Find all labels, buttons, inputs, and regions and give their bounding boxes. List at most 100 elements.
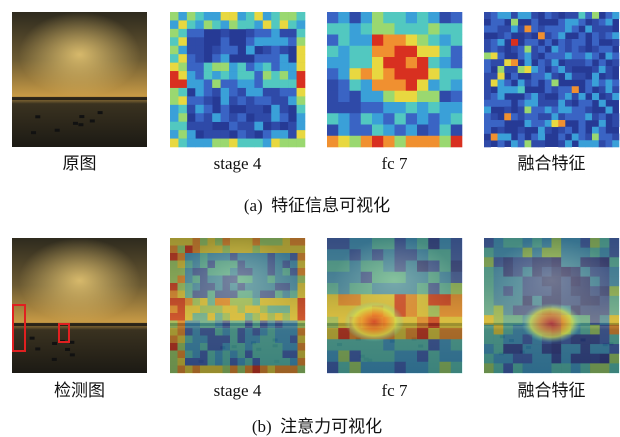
heat-cell <box>229 96 238 105</box>
heat-cell <box>580 363 590 373</box>
heat-cell <box>590 363 600 373</box>
heat-cell <box>579 93 586 100</box>
heat-cell <box>428 35 440 47</box>
heat-cell <box>208 268 216 276</box>
heat-cell <box>417 272 429 284</box>
heat-cell <box>484 113 491 120</box>
heat-cell <box>338 283 350 295</box>
heat-cell <box>361 68 373 80</box>
heat-cell <box>612 93 619 100</box>
heat-cell <box>178 261 186 269</box>
heat-cell <box>590 325 600 335</box>
heat-cell <box>212 12 221 21</box>
heat-cell <box>580 248 590 258</box>
heat-cell <box>532 267 542 277</box>
heat-cell <box>561 277 571 287</box>
heat-cell <box>484 286 494 296</box>
heat-cell <box>170 253 178 261</box>
heat-cell <box>230 336 238 344</box>
heat-cell <box>263 80 272 89</box>
heat-cell <box>545 73 552 80</box>
heat-cell <box>290 283 298 291</box>
heat-cell <box>178 37 187 46</box>
heat-cell <box>580 315 590 325</box>
heat-cell <box>260 313 268 321</box>
heat-cell <box>417 351 429 363</box>
heat-cell <box>170 54 179 63</box>
heat-cell <box>178 246 186 254</box>
heat-cell <box>212 63 221 72</box>
heat-cell <box>178 336 186 344</box>
heat-cell <box>283 276 291 284</box>
heat-cell <box>187 20 196 29</box>
heat-cell <box>298 366 306 374</box>
heat-cell <box>275 306 283 314</box>
heat-cell <box>395 12 407 24</box>
heat-cell <box>383 125 395 137</box>
heat-cell <box>170 71 179 80</box>
heat-cell <box>609 286 619 296</box>
heat-cell <box>599 100 606 107</box>
heat-cell <box>580 344 590 354</box>
heat-cell <box>523 344 533 354</box>
heat-cell <box>238 291 246 299</box>
heat-cell <box>350 294 362 306</box>
heat-cell <box>271 122 280 131</box>
heat-cell <box>428 46 440 58</box>
heat-cell <box>263 54 272 63</box>
heat-cell <box>170 29 179 38</box>
heat-cell <box>200 291 208 299</box>
heat-cell <box>253 276 261 284</box>
heat-cell <box>532 238 542 248</box>
heat-cell <box>200 238 208 246</box>
heat-cell <box>484 66 491 73</box>
heat-cell <box>484 100 491 107</box>
heat-cell <box>531 134 538 141</box>
heat-cell <box>170 238 178 246</box>
heat-cell <box>185 276 193 284</box>
heat-cell <box>545 80 552 87</box>
heat-cell <box>283 268 291 276</box>
heat-cell <box>484 46 491 53</box>
heat-cell <box>383 339 395 351</box>
heat-cell <box>518 100 525 107</box>
boat <box>65 348 70 351</box>
heat-cell <box>565 93 572 100</box>
heat-cell <box>204 139 213 148</box>
heat-cell <box>572 113 579 120</box>
heat-cell <box>599 120 606 127</box>
heat-cell <box>428 113 440 125</box>
heat-cell <box>283 321 291 329</box>
heat-cell <box>417 12 429 24</box>
heat-cell <box>525 140 532 147</box>
heat-cell <box>565 100 572 107</box>
heat-cell <box>298 238 306 246</box>
heat-cell <box>208 283 216 291</box>
heat-cell <box>297 71 306 80</box>
heat-cell <box>498 73 505 80</box>
heat-cell <box>215 351 223 359</box>
heat-cell <box>223 283 231 291</box>
heat-cell <box>612 86 619 93</box>
heat-cell <box>338 46 350 58</box>
heat-cell <box>298 298 306 306</box>
heat-cell <box>297 130 306 139</box>
heat-cell <box>440 68 452 80</box>
heat-cell <box>290 351 298 359</box>
heat-cell <box>612 113 619 120</box>
heat-cell <box>271 130 280 139</box>
heat-cell <box>221 96 230 105</box>
heat-cell <box>518 26 525 33</box>
heat-cell <box>579 140 586 147</box>
heat-cell <box>187 63 196 72</box>
heat-cell <box>275 238 283 246</box>
heat-cell <box>185 291 193 299</box>
heat-cell <box>178 276 186 284</box>
heat-cell <box>283 291 291 299</box>
heat-cell <box>600 306 610 316</box>
heat-cell <box>372 46 384 58</box>
heat-cell <box>290 246 298 254</box>
heat-cell <box>383 68 395 80</box>
heat-cell <box>230 298 238 306</box>
heat-cell <box>590 334 600 344</box>
